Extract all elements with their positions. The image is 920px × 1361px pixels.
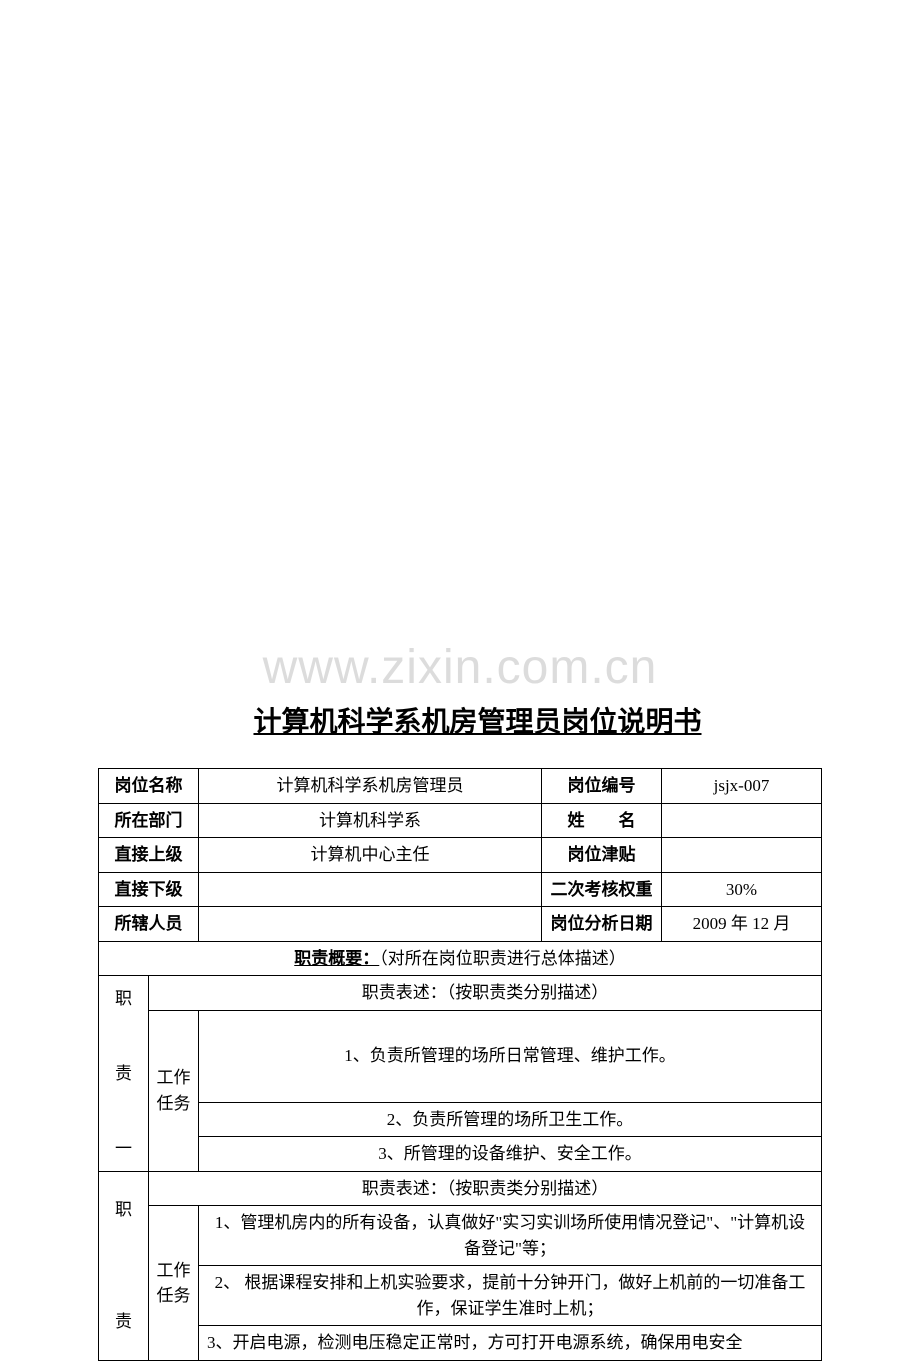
- table-row: 3、所管理的设备维护、安全工作。: [99, 1137, 822, 1172]
- duty1-task-3: 3、所管理的设备维护、安全工作。: [199, 1137, 822, 1172]
- assessment-weight-value: 30%: [662, 872, 822, 907]
- table-row: 工作任务 1、管理机房内的所有设备，认真做好"实习实训场所使用情况登记"、"计算…: [99, 1206, 822, 1266]
- watermark-text: www.zixin.com.cn: [263, 640, 658, 695]
- subordinate-label: 直接下级: [99, 872, 199, 907]
- summary-text: （对所在岗位职责进行总体描述）: [379, 949, 626, 968]
- supervisor-value: 计算机中心主任: [199, 838, 542, 873]
- subordinate-value: [199, 872, 542, 907]
- table-row: 工作任务 1、负责所管理的场所日常管理、维护工作。: [99, 1010, 822, 1102]
- table-row: 职责概要：（对所在岗位职责进行总体描述）: [99, 941, 822, 976]
- duty2-task-3: 3、开启电源，检测电压稳定正常时，方可打开电源系统，确保用电安全: [199, 1326, 822, 1361]
- job-description-table: 岗位名称 计算机科学系机房管理员 岗位编号 jsjx-007 所在部门 计算机科…: [98, 768, 822, 1361]
- duty2-task-1: 1、管理机房内的所有设备，认真做好"实习实训场所使用情况登记"、"计算机设备登记…: [199, 1206, 822, 1266]
- table-row: 直接下级 二次考核权重 30%: [99, 872, 822, 907]
- department-label: 所在部门: [99, 803, 199, 838]
- duty1-label: 职责一: [99, 976, 149, 1172]
- table-row: 直接上级 计算机中心主任 岗位津贴: [99, 838, 822, 873]
- duty1-description: 职责表述：（按职责类分别描述）: [149, 976, 822, 1011]
- table-row: 职责 职责表述：（按职责类分别描述）: [99, 1171, 822, 1206]
- allowance-label: 岗位津贴: [542, 838, 662, 873]
- table-row: 2、 根据课程安排和上机实验要求，提前十分钟开门，做好上机前的一切准备工作，保证…: [99, 1266, 822, 1326]
- position-name-label: 岗位名称: [99, 769, 199, 804]
- table-row: 2、负责所管理的场所卫生工作。: [99, 1102, 822, 1137]
- assessment-weight-label: 二次考核权重: [542, 872, 662, 907]
- duty1-task-2: 2、负责所管理的场所卫生工作。: [199, 1102, 822, 1137]
- position-name-value: 计算机科学系机房管理员: [199, 769, 542, 804]
- duty1-task-1: 1、负责所管理的场所日常管理、维护工作。: [199, 1010, 822, 1102]
- summary-row: 职责概要：（对所在岗位职责进行总体描述）: [99, 941, 822, 976]
- table-row: 职责一 职责表述：（按职责类分别描述）: [99, 976, 822, 1011]
- analysis-date-value: 2009 年 12 月: [662, 907, 822, 942]
- staff-label: 所辖人员: [99, 907, 199, 942]
- duty2-task-label: 工作任务: [149, 1206, 199, 1361]
- position-code-value: jsjx-007: [662, 769, 822, 804]
- name-label: 姓 名: [542, 803, 662, 838]
- table-row: 所辖人员 岗位分析日期 2009 年 12 月: [99, 907, 822, 942]
- name-value: [662, 803, 822, 838]
- duty2-task-2: 2、 根据课程安排和上机实验要求，提前十分钟开门，做好上机前的一切准备工作，保证…: [199, 1266, 822, 1326]
- document-content: 计算机科学系机房管理员岗位说明书 岗位名称 计算机科学系机房管理员 岗位编号 j…: [98, 700, 822, 1361]
- summary-label: 职责概要：: [294, 949, 379, 968]
- department-value: 计算机科学系: [199, 803, 542, 838]
- supervisor-label: 直接上级: [99, 838, 199, 873]
- table-row: 所在部门 计算机科学系 姓 名: [99, 803, 822, 838]
- document-title: 计算机科学系机房管理员岗位说明书: [98, 700, 822, 740]
- table-row: 3、开启电源，检测电压稳定正常时，方可打开电源系统，确保用电安全: [99, 1326, 822, 1361]
- duty2-description: 职责表述：（按职责类分别描述）: [149, 1171, 822, 1206]
- analysis-date-label: 岗位分析日期: [542, 907, 662, 942]
- table-row: 岗位名称 计算机科学系机房管理员 岗位编号 jsjx-007: [99, 769, 822, 804]
- allowance-value: [662, 838, 822, 873]
- duty1-task-label: 工作任务: [149, 1010, 199, 1171]
- duty2-label: 职责: [99, 1171, 149, 1360]
- position-code-label: 岗位编号: [542, 769, 662, 804]
- staff-value: [199, 907, 542, 942]
